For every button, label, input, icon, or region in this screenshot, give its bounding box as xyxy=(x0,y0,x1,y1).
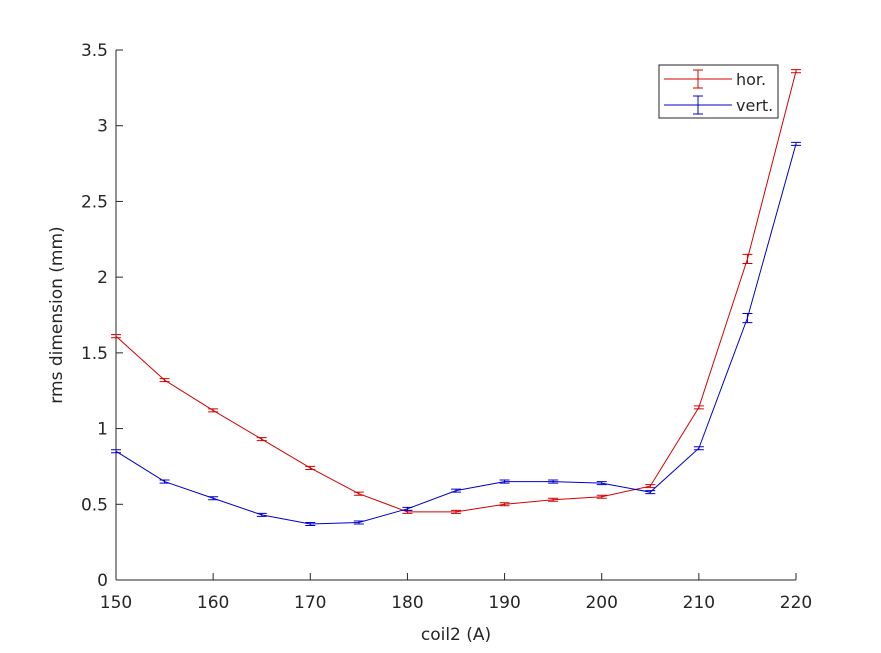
error-bar xyxy=(742,253,753,265)
error-bar xyxy=(645,490,656,495)
y-tick-label: 3.5 xyxy=(81,41,108,61)
x-tick-label: 220 xyxy=(780,593,812,613)
error-bar xyxy=(596,481,607,486)
y-tick-label: 1 xyxy=(97,420,108,440)
error-bar xyxy=(305,521,316,526)
x-axis-label: coil2 (A) xyxy=(421,625,491,645)
legend-glyph xyxy=(664,95,732,115)
error-bar xyxy=(256,437,267,442)
x-tick-label: 160 xyxy=(197,593,229,613)
error-bar xyxy=(353,491,364,496)
error-bar xyxy=(693,446,704,451)
error-bar xyxy=(693,405,704,410)
x-tick-label: 210 xyxy=(683,593,715,613)
series-line xyxy=(115,71,797,513)
error-bar xyxy=(548,479,559,484)
error-bar xyxy=(791,69,801,74)
error-bar xyxy=(548,497,559,502)
y-tick-label: 2 xyxy=(97,268,108,288)
error-bar xyxy=(159,479,170,484)
legend-box xyxy=(658,64,779,119)
x-tick-label: 200 xyxy=(585,593,617,613)
error-bar xyxy=(499,479,510,484)
error-bar xyxy=(402,506,413,511)
error-bar xyxy=(256,512,267,517)
y-tick-label: 1.5 xyxy=(81,344,108,364)
y-tick-label: 3 xyxy=(97,117,108,137)
legend-label: vert. xyxy=(736,96,773,115)
error-bar xyxy=(499,502,510,507)
series-line xyxy=(115,143,797,525)
error-bar xyxy=(305,465,316,470)
error-bar xyxy=(742,312,753,324)
error-bar xyxy=(159,378,170,383)
y-tick-label: 0 xyxy=(97,571,108,591)
error-bar xyxy=(451,509,461,514)
error-bar xyxy=(451,488,461,493)
error-bar xyxy=(596,494,607,499)
x-tick-label: 150 xyxy=(100,593,132,613)
error-bar xyxy=(111,334,121,339)
error-bar xyxy=(208,408,219,413)
y-axis-label: rms dimension (mm) xyxy=(47,226,67,403)
x-tick-label: 170 xyxy=(294,593,326,613)
y-tick-label: 2.5 xyxy=(81,192,108,212)
legend-glyph xyxy=(664,69,732,89)
legend-label: hor. xyxy=(736,70,766,89)
error-bar xyxy=(208,496,219,501)
x-tick-label: 180 xyxy=(391,593,423,613)
y-tick-label: 0.5 xyxy=(81,495,108,515)
error-bar xyxy=(791,141,801,146)
error-bar xyxy=(353,520,364,525)
x-tick-label: 190 xyxy=(488,593,520,613)
error-bar xyxy=(645,484,656,489)
error-bar xyxy=(111,449,121,454)
